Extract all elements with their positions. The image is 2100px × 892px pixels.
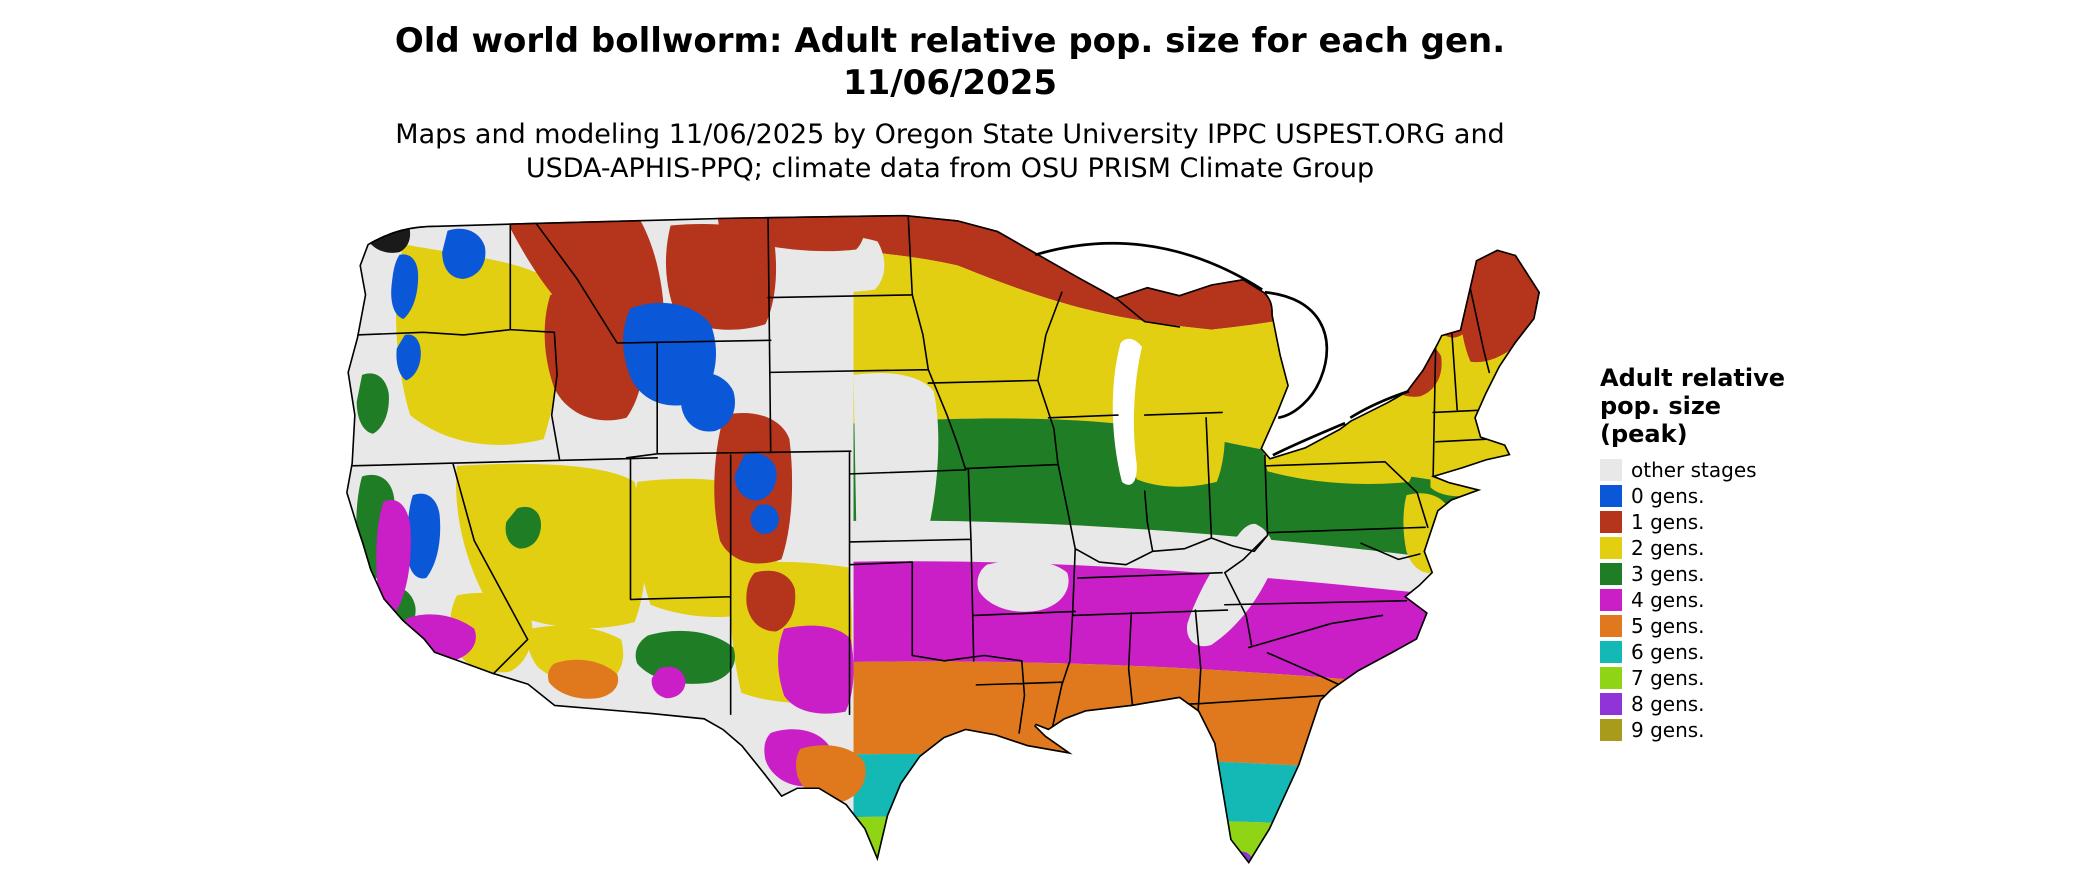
legend-label: 1 gens. xyxy=(1631,509,1705,534)
legend-swatch-9-gens xyxy=(1600,718,1622,741)
page-subtitle-line2: USDA-APHIS-PPQ; climate data from OSU PR… xyxy=(525,153,1375,184)
legend-label: 5 gens. xyxy=(1631,613,1705,638)
canada-border-arc-superior xyxy=(1034,241,1263,291)
legend-label: 3 gens. xyxy=(1631,561,1705,586)
legend-swatch-8-gens xyxy=(1600,692,1622,715)
legend-swatch-0-gens xyxy=(1600,484,1622,507)
legend-title: Adult relative pop. size (peak) xyxy=(1600,364,1840,448)
legend-title-line3: (peak) xyxy=(1600,420,1688,448)
page-subtitle: Maps and modeling 11/06/2025 by Oregon S… xyxy=(0,118,1900,186)
legend-item-0-gens: 0 gens. xyxy=(1600,484,1840,507)
legend-item-3-gens: 3 gens. xyxy=(1600,562,1840,585)
map-legend: Adult relative pop. size (peak) other st… xyxy=(1600,364,1840,741)
legend-item-7-gens: 7 gens. xyxy=(1600,666,1840,689)
legend-swatch-6-gens xyxy=(1600,640,1622,663)
map-west-2-gens xyxy=(395,244,1501,703)
canada-border-arc-huron xyxy=(1264,290,1329,420)
legend-title-line2: pop. size xyxy=(1600,392,1722,420)
legend-label: 2 gens. xyxy=(1631,535,1705,560)
legend-item-6-gens: 6 gens. xyxy=(1600,640,1840,663)
legend-label: other stages xyxy=(1631,457,1757,482)
us-generations-map xyxy=(330,214,1552,890)
map-band-4-gens xyxy=(663,561,1540,699)
page-title-date: 11/06/2025 xyxy=(842,63,1058,103)
legend-label: 9 gens. xyxy=(1631,717,1705,742)
state-borders xyxy=(350,216,1491,734)
legend-swatch-4-gens xyxy=(1600,588,1622,611)
legend-label: 6 gens. xyxy=(1631,639,1705,664)
map-band-7-gens xyxy=(663,816,1540,864)
legend-title-line1: Adult relative xyxy=(1600,364,1786,392)
legend-swatch-7-gens xyxy=(1600,666,1622,689)
legend-item-2-gens: 2 gens. xyxy=(1600,536,1840,559)
legend-label: 0 gens. xyxy=(1631,483,1705,508)
us-outline xyxy=(346,214,1540,864)
legend-swatch-2-gens xyxy=(1600,536,1622,559)
legend-item-5-gens: 5 gens. xyxy=(1600,614,1840,637)
legend-swatch-1-gens xyxy=(1600,510,1622,533)
legend-swatch-other-stages xyxy=(1600,458,1622,481)
legend-swatch-5-gens xyxy=(1600,614,1622,637)
lake-michigan xyxy=(1112,338,1142,485)
legend-item-4-gens: 4 gens. xyxy=(1600,588,1840,611)
legend-label: 4 gens. xyxy=(1631,587,1705,612)
legend-item-1-gens: 1 gens. xyxy=(1600,510,1840,533)
legend-item-9-gens: 9 gens. xyxy=(1600,718,1840,741)
page-title-line1: Old world bollworm: Adult relative pop. … xyxy=(394,21,1506,61)
canada-border-arc-ontario xyxy=(1349,389,1410,419)
page-title: Old world bollworm: Adult relative pop. … xyxy=(0,20,1900,104)
legend-label: 8 gens. xyxy=(1631,691,1705,716)
legend-swatch-3-gens xyxy=(1600,562,1622,585)
legend-item-other-stages: other stages xyxy=(1600,458,1840,481)
map-svg xyxy=(346,214,1540,864)
legend-label: 7 gens. xyxy=(1631,665,1705,690)
page-subtitle-line1: Maps and modeling 11/06/2025 by Oregon S… xyxy=(395,119,1505,150)
map-west-3-gens xyxy=(356,373,735,684)
canada-border-arc-erie xyxy=(1272,421,1346,457)
map-west-0-gens xyxy=(391,228,779,579)
legend-item-8-gens: 8 gens. xyxy=(1600,692,1840,715)
legend-items: other stages 0 gens. 1 gens. 2 gens. 3 g… xyxy=(1600,458,1840,741)
